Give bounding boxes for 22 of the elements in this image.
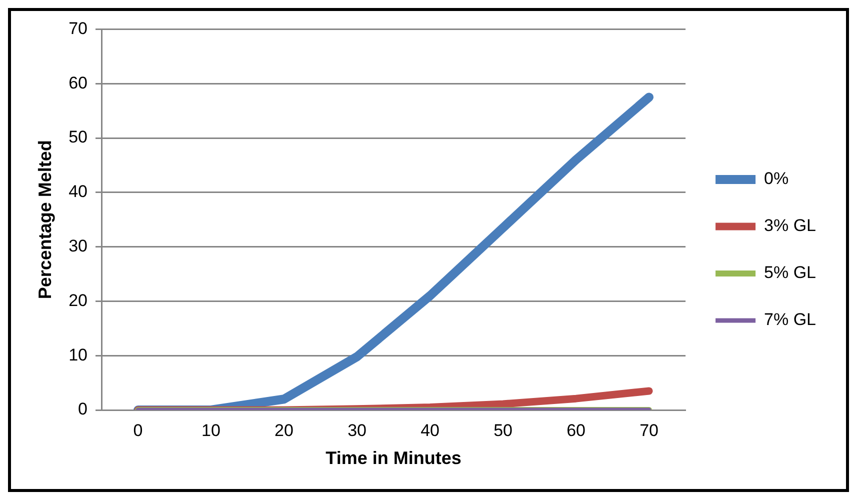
y-tick-label: 30 (68, 236, 88, 256)
y-tick-label: 10 (68, 345, 88, 364)
y-tick-label: 60 (68, 73, 88, 92)
x-tick-label: 40 (420, 420, 440, 440)
x-tick-label: 70 (640, 420, 658, 440)
legend-label: 3% GL (764, 216, 816, 236)
x-tick-label: 60 (566, 420, 586, 440)
y-tick-label: 50 (68, 128, 88, 147)
y-tick-label: 0 (78, 400, 88, 419)
legend-label: 7% GL (764, 310, 816, 330)
x-tick-label: 20 (274, 420, 294, 440)
y-tick-label: 70 (68, 18, 88, 38)
x-tick-label: 10 (202, 420, 220, 440)
x-tick-label: 30 (348, 420, 366, 440)
x-tick-label: 0 (133, 420, 143, 440)
y-tick-label: 20 (68, 290, 88, 310)
legend-label: 5% GL (764, 263, 816, 282)
legend-label: 0% (764, 169, 789, 188)
x-tick-label: 50 (494, 420, 512, 440)
y-tick-label: 40 (68, 182, 88, 202)
x-axis-title: Time in Minutes (326, 448, 462, 468)
y-axis-title: Percentage Melted (34, 140, 55, 300)
